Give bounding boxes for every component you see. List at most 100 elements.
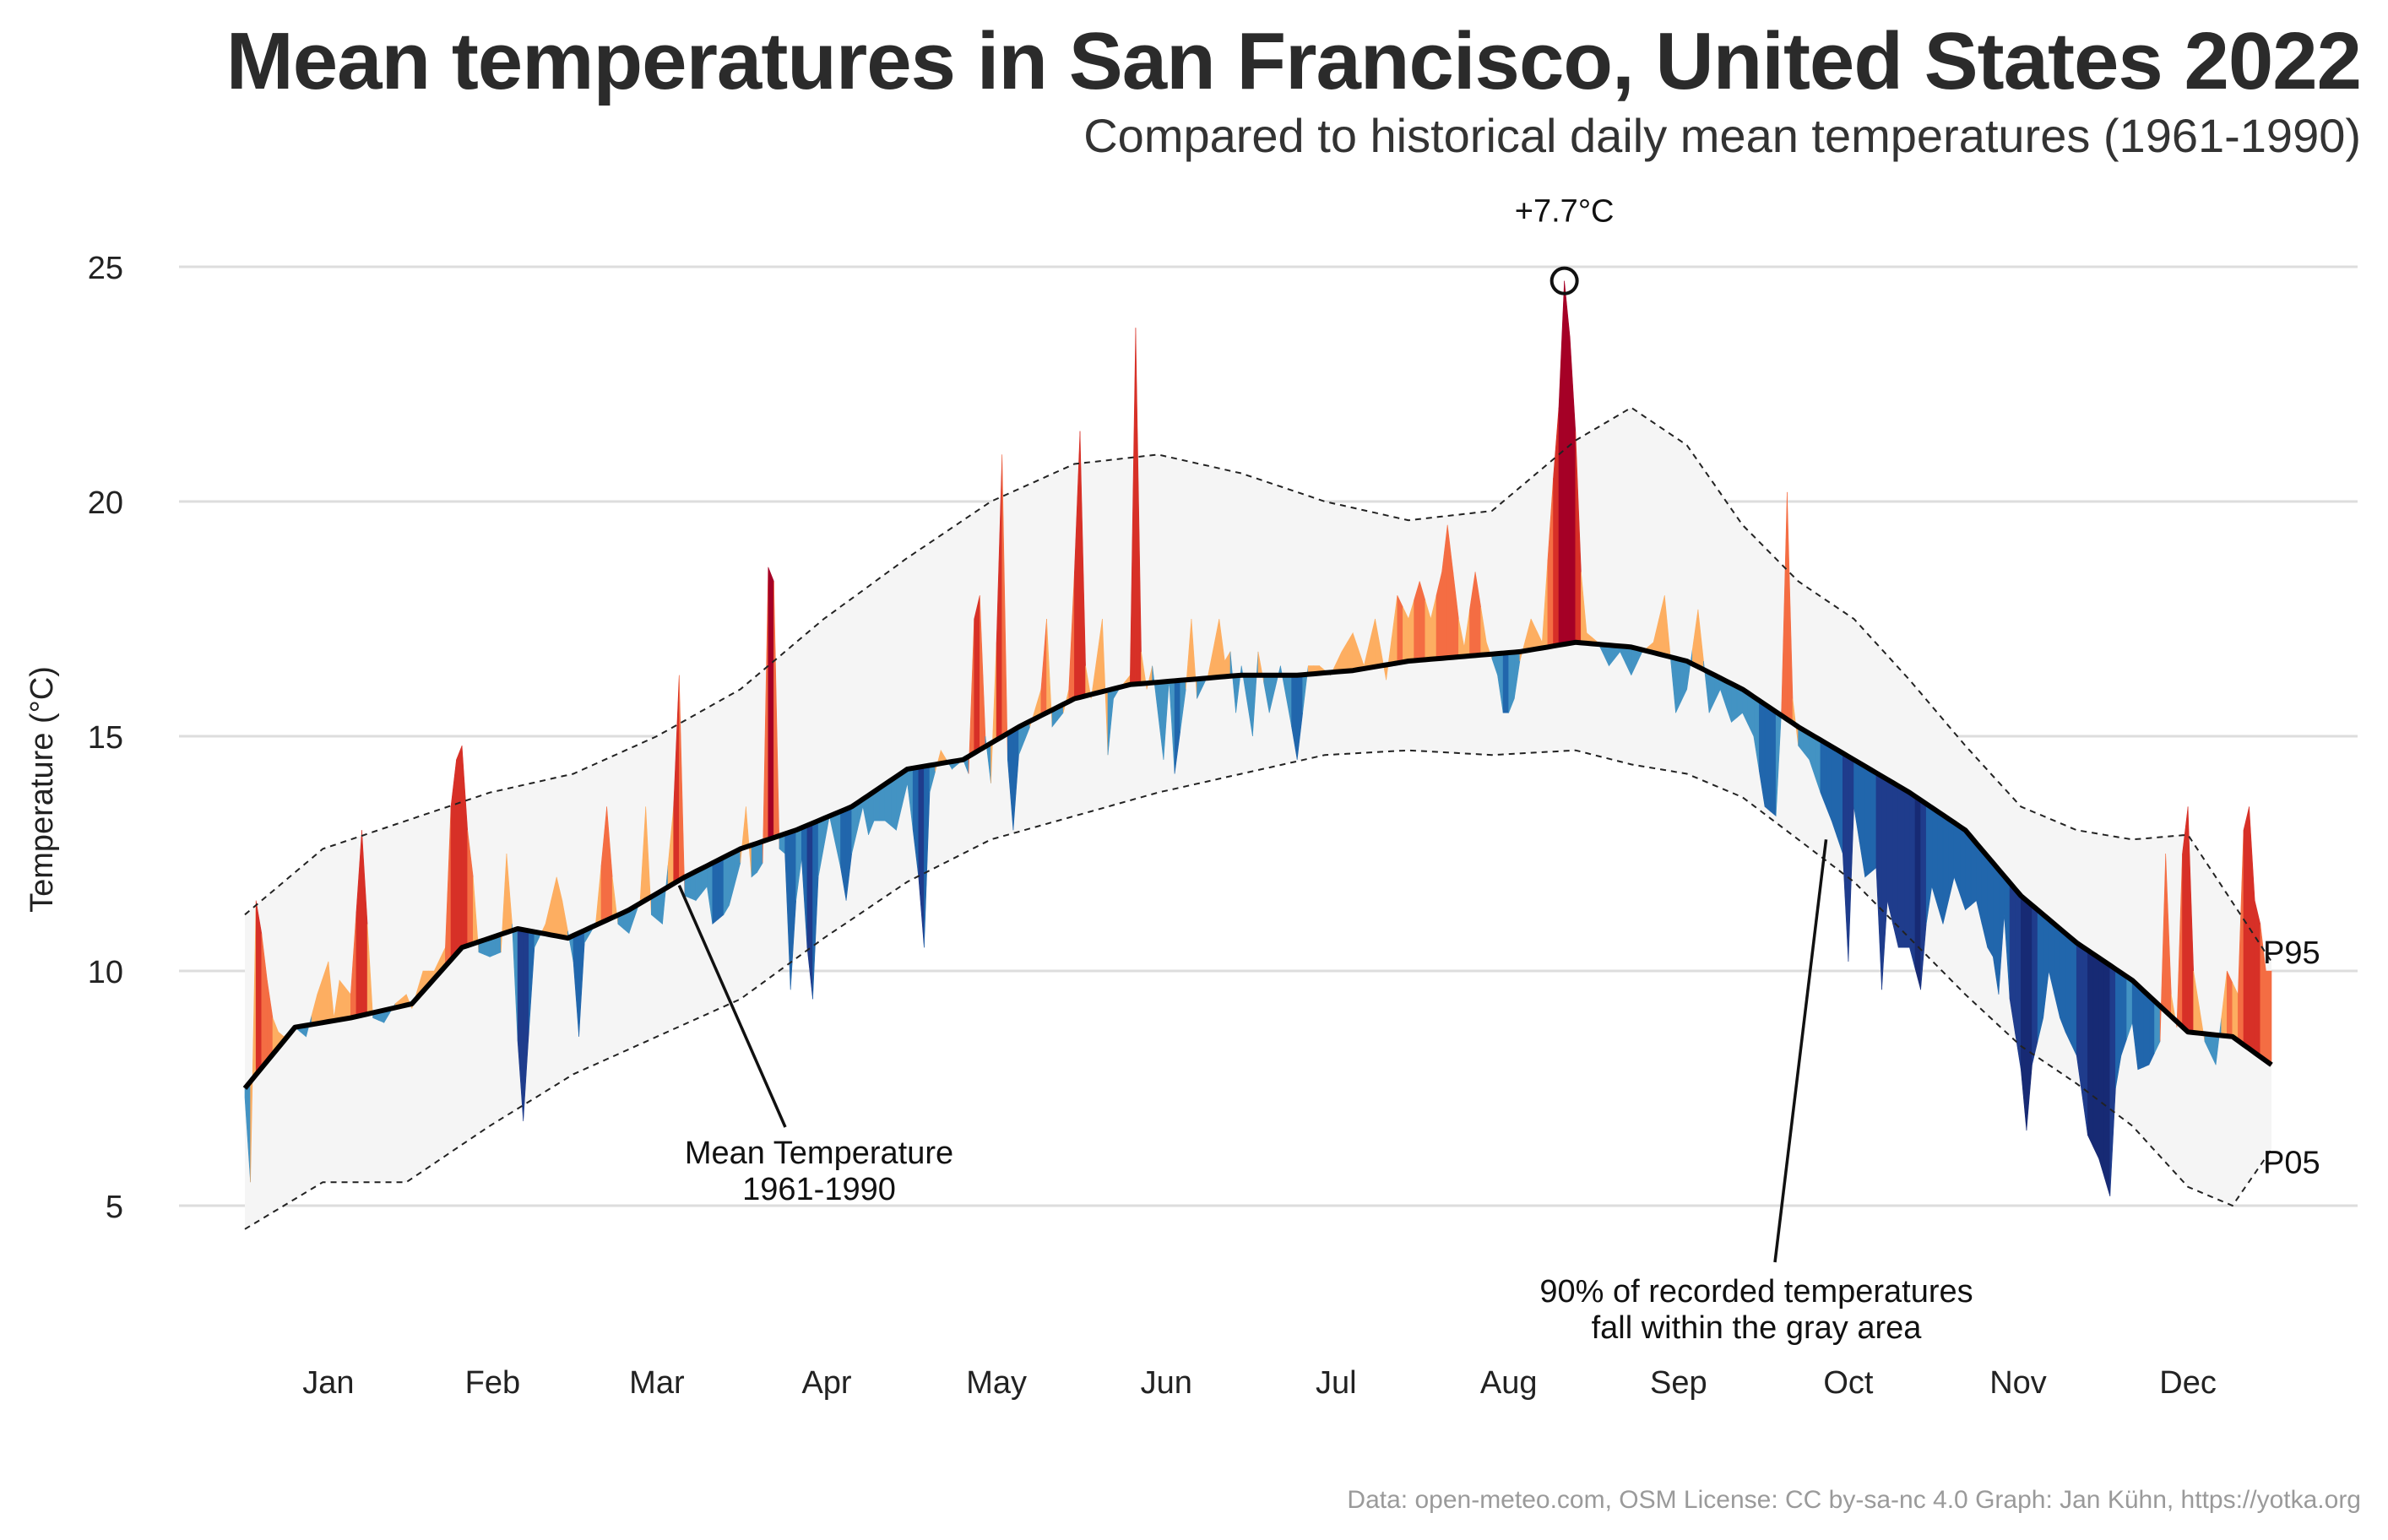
month-label-mar: Mar: [629, 1365, 685, 1401]
anomaly-day-286: [1831, 746, 1837, 838]
anomaly-day-329: [2071, 937, 2077, 1056]
anomaly-day-328: [2065, 932, 2071, 1044]
anomaly-day-331: [2081, 946, 2088, 1136]
month-label-oct: Oct: [1823, 1365, 1874, 1401]
month-label-jan: Jan: [302, 1365, 354, 1401]
anomaly-day-85: [712, 859, 719, 925]
anomaly-day-305: [1937, 811, 1944, 925]
anomaly-day-275: [1770, 708, 1777, 817]
anomaly-day-116: [884, 779, 892, 827]
anomaly-day-327: [2060, 928, 2066, 1033]
y-tick-label: 15: [88, 720, 123, 756]
band-label-pointer: [1773, 839, 1828, 1263]
anomaly-day-293: [1870, 768, 1877, 873]
anomaly-day-334: [2098, 957, 2105, 1178]
anomaly-day-294: [1875, 772, 1882, 990]
p95-label: P95: [2263, 935, 2320, 971]
anomaly-day-310: [1965, 829, 1972, 911]
max-marker-circle: [1549, 266, 1579, 296]
anomaly-day-40: [461, 746, 469, 948]
annotations: Temperature (°C) +7.7°C Mean Temperature…: [24, 194, 2320, 1346]
anomaly-day-102: [806, 822, 813, 1000]
month-label-sep: Sep: [1650, 1365, 1707, 1401]
anomaly-day-314: [1987, 855, 1994, 958]
y-tick-label: 5: [106, 1190, 123, 1225]
month-label-may: May: [966, 1365, 1027, 1401]
anomaly-day-268: [1731, 683, 1738, 723]
anomaly-day-302: [1920, 800, 1927, 990]
axis-ticks: 5 10 15 20 25 Jan Feb Mar Apr May Jun Jul Aug Sep Oct N…: [88, 251, 2217, 1401]
max-anomaly-label: +7.7°C: [1515, 194, 1615, 230]
p05-p95-band: [245, 407, 2271, 1229]
anomaly-day-362: [2254, 900, 2261, 1058]
anomaly-day-227: [1502, 652, 1509, 713]
anomaly-day-364: [2266, 970, 2272, 1066]
y-tick-label: 10: [88, 955, 123, 990]
anomaly-day-297: [1892, 782, 1899, 948]
anomaly-day-321: [2026, 899, 2033, 1131]
anomaly-day-343: [2148, 995, 2155, 1066]
anomaly-day-342: [2143, 990, 2150, 1068]
anomaly-day-288: [1843, 752, 1849, 962]
anomaly-day-341: [2137, 984, 2144, 1071]
anomaly-day-298: [1897, 785, 1905, 948]
anomaly-day-292: [1864, 766, 1871, 878]
anomaly-day-236: [1553, 407, 1560, 647]
anomaly-day-92: [751, 843, 757, 878]
month-label-jul: Jul: [1316, 1365, 1357, 1401]
anomaly-day-320: [2021, 895, 2027, 1131]
anomaly-day-311: [1970, 836, 1977, 906]
anomaly-day-335: [2103, 961, 2111, 1196]
source-caption: Data: open-meteo.com, OSM License: CC by…: [1347, 1486, 2361, 1514]
mean-label-line2: 1961-1990: [742, 1172, 896, 1207]
anomaly-day-208: [1397, 595, 1403, 664]
anomaly-day-333: [2092, 953, 2099, 1159]
anomaly-day-357: [2227, 970, 2233, 1038]
anomaly-day-238: [1564, 280, 1571, 645]
anomaly-day-332: [2087, 949, 2094, 1147]
anomaly-areas: [244, 280, 2272, 1196]
anomaly-day-323: [2037, 909, 2043, 1042]
month-label-apr: Apr: [801, 1365, 851, 1401]
anomaly-day-122: [918, 766, 925, 948]
anomaly-day-287: [1837, 749, 1843, 854]
p05-line: [244, 749, 2272, 1230]
mean-label-line1: Mean Temperature: [685, 1136, 953, 1171]
anomaly-day-322: [2032, 904, 2038, 1066]
month-label-nov: Nov: [1989, 1365, 2047, 1401]
anomaly-day-18: [339, 979, 346, 1021]
anomaly-day-132: [974, 595, 980, 754]
anomaly-day-295: [1881, 775, 1888, 990]
band-label-line1: 90% of recorded temperatures: [1539, 1274, 1973, 1310]
anomaly-day-99: [790, 829, 797, 990]
anomaly-day-274: [1764, 703, 1771, 812]
anomaly-day-117: [890, 776, 897, 831]
mean-label-pointer: [677, 884, 787, 1128]
anomaly-day-239: [1569, 337, 1577, 644]
anomaly-day-95: [768, 567, 774, 840]
y-tick-label: 25: [88, 251, 123, 286]
y-tick-label: 20: [88, 485, 123, 521]
p95-line: [244, 406, 2272, 962]
anomaly-day-237: [1558, 280, 1565, 646]
anomaly-day-301: [1914, 795, 1921, 990]
anomaly-day-285: [1826, 742, 1832, 822]
month-label-aug: Aug: [1480, 1365, 1538, 1401]
p05-label: P05: [2263, 1145, 2320, 1180]
chart-title: Mean temperatures in San Francisco, Unit…: [225, 16, 2362, 106]
anomaly-day-39: [456, 745, 463, 955]
anomaly-day-336: [2109, 964, 2116, 1196]
anomaly-day-299: [1903, 789, 1910, 948]
percentile-band: [245, 407, 2271, 1229]
band-label-line2: fall within the gray area: [1592, 1310, 1923, 1346]
anomaly-day-296: [1886, 778, 1893, 925]
reference-lines: [242, 406, 2273, 1230]
mean-1961-1990-line: [242, 639, 2273, 1090]
chart-subtitle: Compared to historical daily mean temper…: [1083, 109, 2361, 162]
anomaly-day-86: [718, 856, 725, 920]
month-label-jun: Jun: [1141, 1365, 1192, 1401]
anomaly-day-38: [450, 759, 457, 961]
anomaly-day-360: [2243, 806, 2250, 1049]
month-label-dec: Dec: [2159, 1365, 2217, 1401]
